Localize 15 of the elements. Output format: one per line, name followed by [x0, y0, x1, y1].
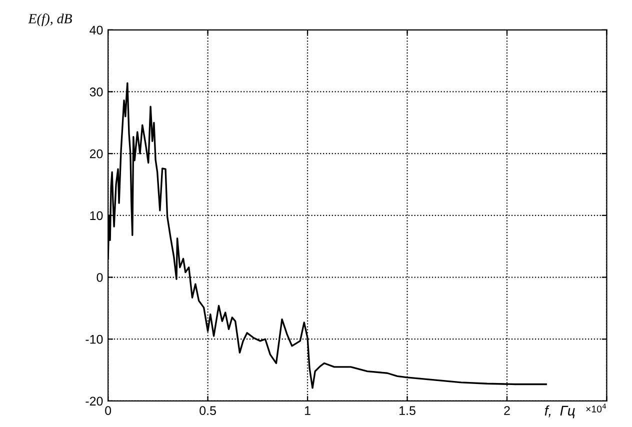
x-tick-label: 0.5	[200, 406, 216, 415]
x-tick-label: 1	[305, 406, 310, 415]
y-tick-label: 30	[90, 88, 103, 96]
x-axis-title: f, Гц	[544, 405, 575, 418]
y-tick-label: 10	[90, 211, 103, 220]
y-axis-title: E(f), dB	[28, 13, 72, 26]
y-tick-label: -20	[86, 396, 103, 406]
x-tick-label: 2	[504, 406, 510, 415]
y-tick-label: 20	[90, 149, 103, 158]
text: ×10$^{4}$	[586, 404, 606, 412]
y-tick-label: -10	[86, 334, 103, 344]
x-tick-label: 0	[105, 406, 112, 415]
x-tick-label: 1.5	[400, 406, 416, 415]
y-tick-label: 0	[96, 273, 103, 282]
y-tick-label: 40	[90, 26, 103, 35]
